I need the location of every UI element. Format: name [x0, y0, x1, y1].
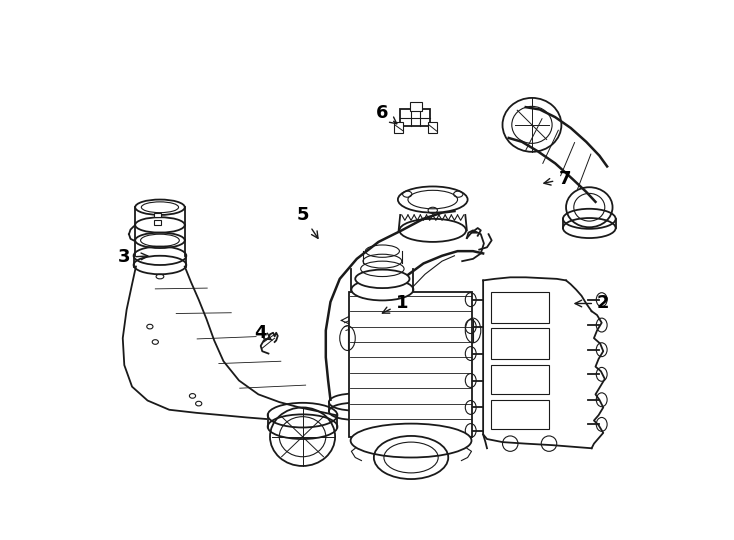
Text: 5: 5 — [297, 206, 318, 238]
Text: 3: 3 — [118, 248, 148, 266]
Text: 7: 7 — [544, 170, 571, 188]
Ellipse shape — [351, 423, 471, 457]
Bar — [491, 400, 549, 429]
Ellipse shape — [355, 269, 410, 288]
Bar — [153, 220, 161, 225]
Bar — [153, 213, 161, 217]
Bar — [394, 122, 403, 132]
Bar — [410, 102, 422, 111]
Text: 2: 2 — [575, 294, 609, 313]
Bar — [349, 292, 471, 437]
Text: 6: 6 — [376, 104, 397, 124]
Ellipse shape — [352, 279, 413, 300]
Bar — [400, 110, 429, 126]
Bar — [491, 292, 549, 323]
Ellipse shape — [398, 186, 468, 213]
Text: 1: 1 — [382, 294, 408, 313]
Bar — [491, 328, 549, 359]
Bar — [491, 365, 549, 394]
Text: 4: 4 — [255, 324, 272, 342]
Bar — [428, 122, 437, 132]
